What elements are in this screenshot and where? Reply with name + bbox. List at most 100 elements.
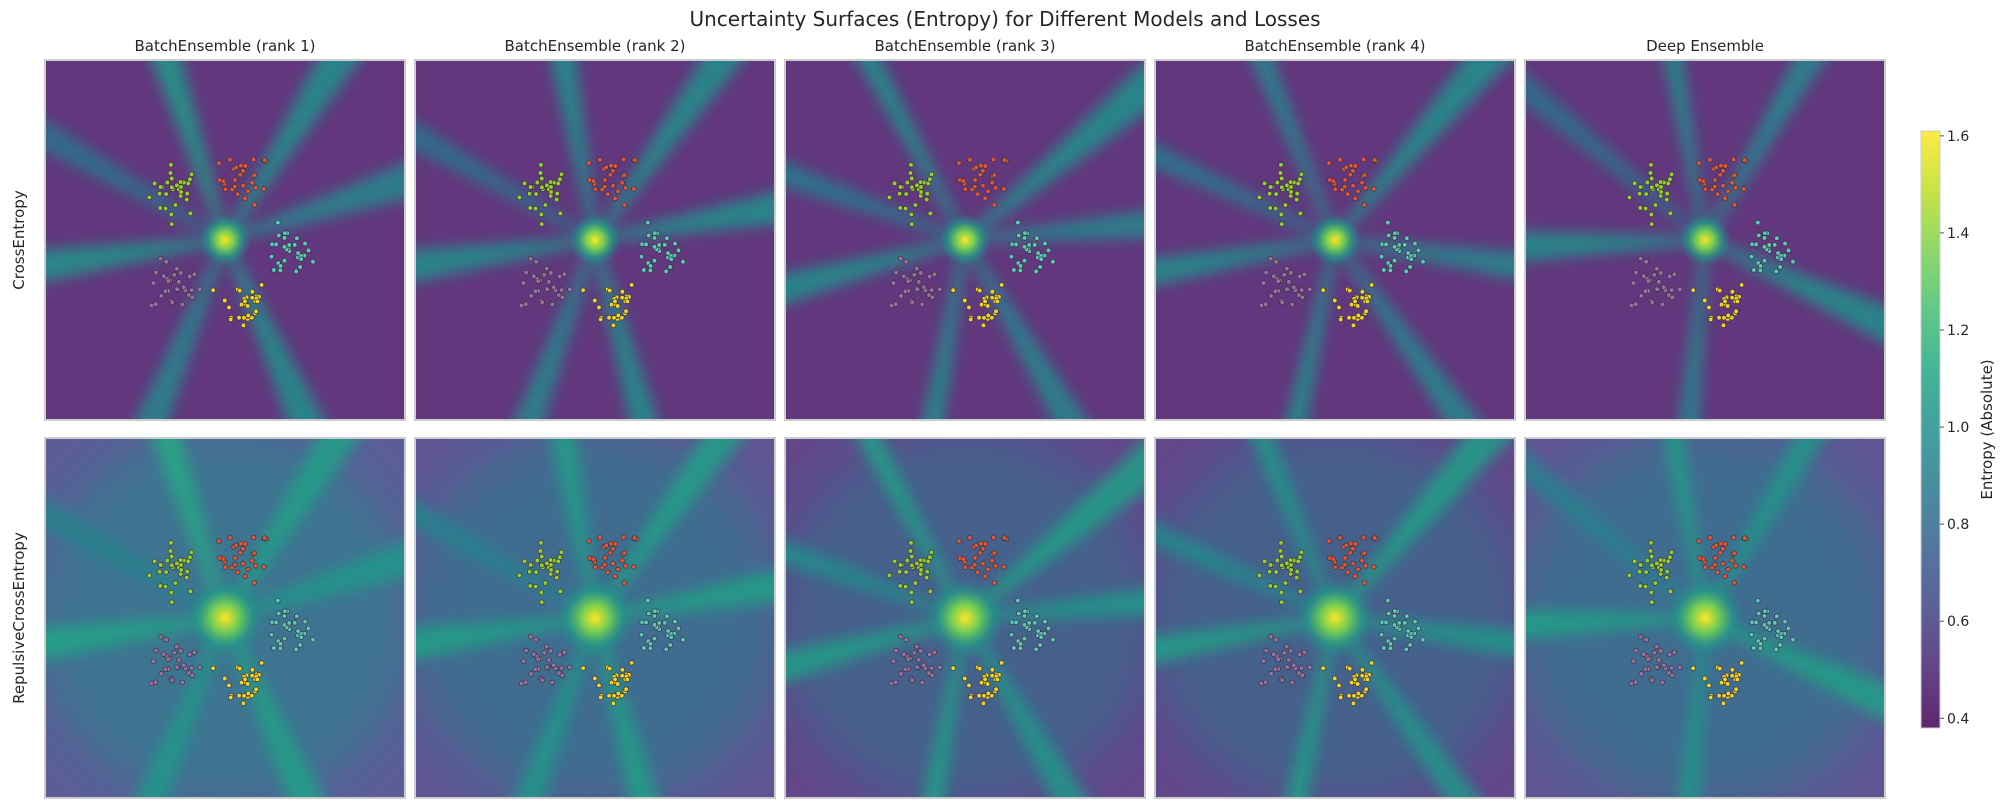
data-point bbox=[897, 583, 903, 589]
data-point bbox=[1729, 673, 1735, 679]
uncertainty-beam bbox=[45, 615, 226, 660]
data-point bbox=[1656, 279, 1662, 285]
data-point bbox=[521, 558, 528, 564]
data-point bbox=[908, 540, 914, 546]
data-point bbox=[897, 205, 903, 211]
data-point bbox=[975, 569, 981, 575]
data-point bbox=[1733, 185, 1739, 191]
uncertainty-beam bbox=[964, 210, 1145, 243]
data-point bbox=[526, 569, 533, 575]
data-point bbox=[1350, 182, 1356, 189]
panel-frame bbox=[44, 437, 406, 799]
data-point bbox=[171, 650, 177, 656]
data-point bbox=[596, 682, 602, 689]
data-point bbox=[567, 286, 573, 292]
data-point bbox=[1717, 550, 1723, 556]
data-point bbox=[647, 641, 654, 647]
data-point bbox=[607, 665, 613, 672]
entropy-peak bbox=[925, 578, 1005, 658]
data-point bbox=[1272, 205, 1279, 212]
data-point bbox=[903, 191, 909, 197]
data-point bbox=[1775, 250, 1781, 256]
data-point bbox=[151, 558, 158, 564]
data-point bbox=[261, 564, 267, 570]
uncertainty-beam bbox=[1155, 237, 1336, 286]
data-point bbox=[268, 632, 275, 638]
data-point bbox=[541, 272, 547, 278]
data-point bbox=[1715, 569, 1721, 575]
data-point bbox=[1774, 613, 1780, 619]
data-point bbox=[526, 191, 533, 197]
data-point bbox=[178, 567, 184, 573]
data-point bbox=[1017, 645, 1024, 651]
data-point bbox=[620, 534, 627, 541]
data-point bbox=[931, 271, 938, 278]
data-point bbox=[994, 298, 1001, 305]
data-point bbox=[533, 259, 539, 265]
data-point bbox=[991, 202, 998, 208]
data-point bbox=[236, 315, 242, 321]
data-point bbox=[281, 622, 288, 628]
data-point bbox=[1274, 179, 1280, 186]
data-point bbox=[1708, 694, 1714, 701]
data-point bbox=[532, 288, 539, 294]
data-point bbox=[1033, 646, 1039, 653]
data-point bbox=[1268, 634, 1274, 640]
data-point bbox=[1342, 561, 1348, 568]
data-point bbox=[1761, 635, 1768, 642]
data-point bbox=[298, 256, 304, 262]
data-point bbox=[619, 558, 625, 564]
data-point bbox=[1273, 569, 1279, 575]
data-point bbox=[1371, 564, 1377, 570]
data-point bbox=[1790, 259, 1796, 265]
data-point bbox=[1359, 289, 1366, 295]
data-point bbox=[1391, 613, 1398, 619]
data-point bbox=[228, 316, 234, 323]
data-point bbox=[668, 256, 674, 262]
data-point bbox=[1649, 184, 1655, 190]
data-point bbox=[249, 295, 255, 301]
data-point bbox=[985, 312, 991, 319]
data-point bbox=[1034, 235, 1040, 241]
uncertainty-beam bbox=[1250, 60, 1338, 242]
data-point bbox=[1032, 242, 1038, 248]
data-point bbox=[1345, 569, 1351, 575]
data-point bbox=[1690, 665, 1696, 671]
data-point bbox=[1731, 550, 1737, 556]
data-point bbox=[1026, 620, 1032, 626]
data-point bbox=[610, 560, 616, 567]
data-point bbox=[1725, 681, 1731, 687]
data-point bbox=[156, 569, 163, 575]
data-point bbox=[1761, 622, 1768, 628]
data-point bbox=[188, 549, 195, 555]
data-point bbox=[631, 186, 637, 192]
data-point bbox=[168, 211, 174, 218]
data-point bbox=[950, 665, 956, 671]
data-point bbox=[165, 278, 171, 284]
data-point bbox=[1278, 162, 1284, 168]
data-point bbox=[1706, 304, 1712, 311]
data-point bbox=[1288, 567, 1294, 573]
data-point bbox=[162, 583, 169, 590]
data-point bbox=[1748, 254, 1755, 260]
data-point bbox=[605, 569, 611, 575]
colorbar-tick-label: 0.4 bbox=[1947, 711, 1969, 727]
data-point bbox=[275, 219, 281, 226]
data-point bbox=[1647, 548, 1654, 554]
panel-0-0: BatchEnsemble (rank 1) CrossEntropy bbox=[10, 37, 406, 421]
data-point bbox=[956, 538, 962, 544]
data-point bbox=[1355, 188, 1361, 194]
data-point bbox=[1363, 686, 1369, 692]
data-point bbox=[1633, 301, 1639, 307]
data-point bbox=[1008, 254, 1015, 260]
data-point bbox=[1297, 588, 1304, 595]
data-point bbox=[980, 560, 986, 567]
data-point bbox=[912, 202, 919, 208]
data-point bbox=[981, 315, 987, 321]
data-point bbox=[929, 287, 935, 293]
data-point bbox=[532, 666, 539, 672]
data-point bbox=[597, 157, 603, 163]
data-point bbox=[516, 572, 523, 579]
data-point bbox=[982, 541, 989, 547]
data-point bbox=[645, 219, 651, 226]
